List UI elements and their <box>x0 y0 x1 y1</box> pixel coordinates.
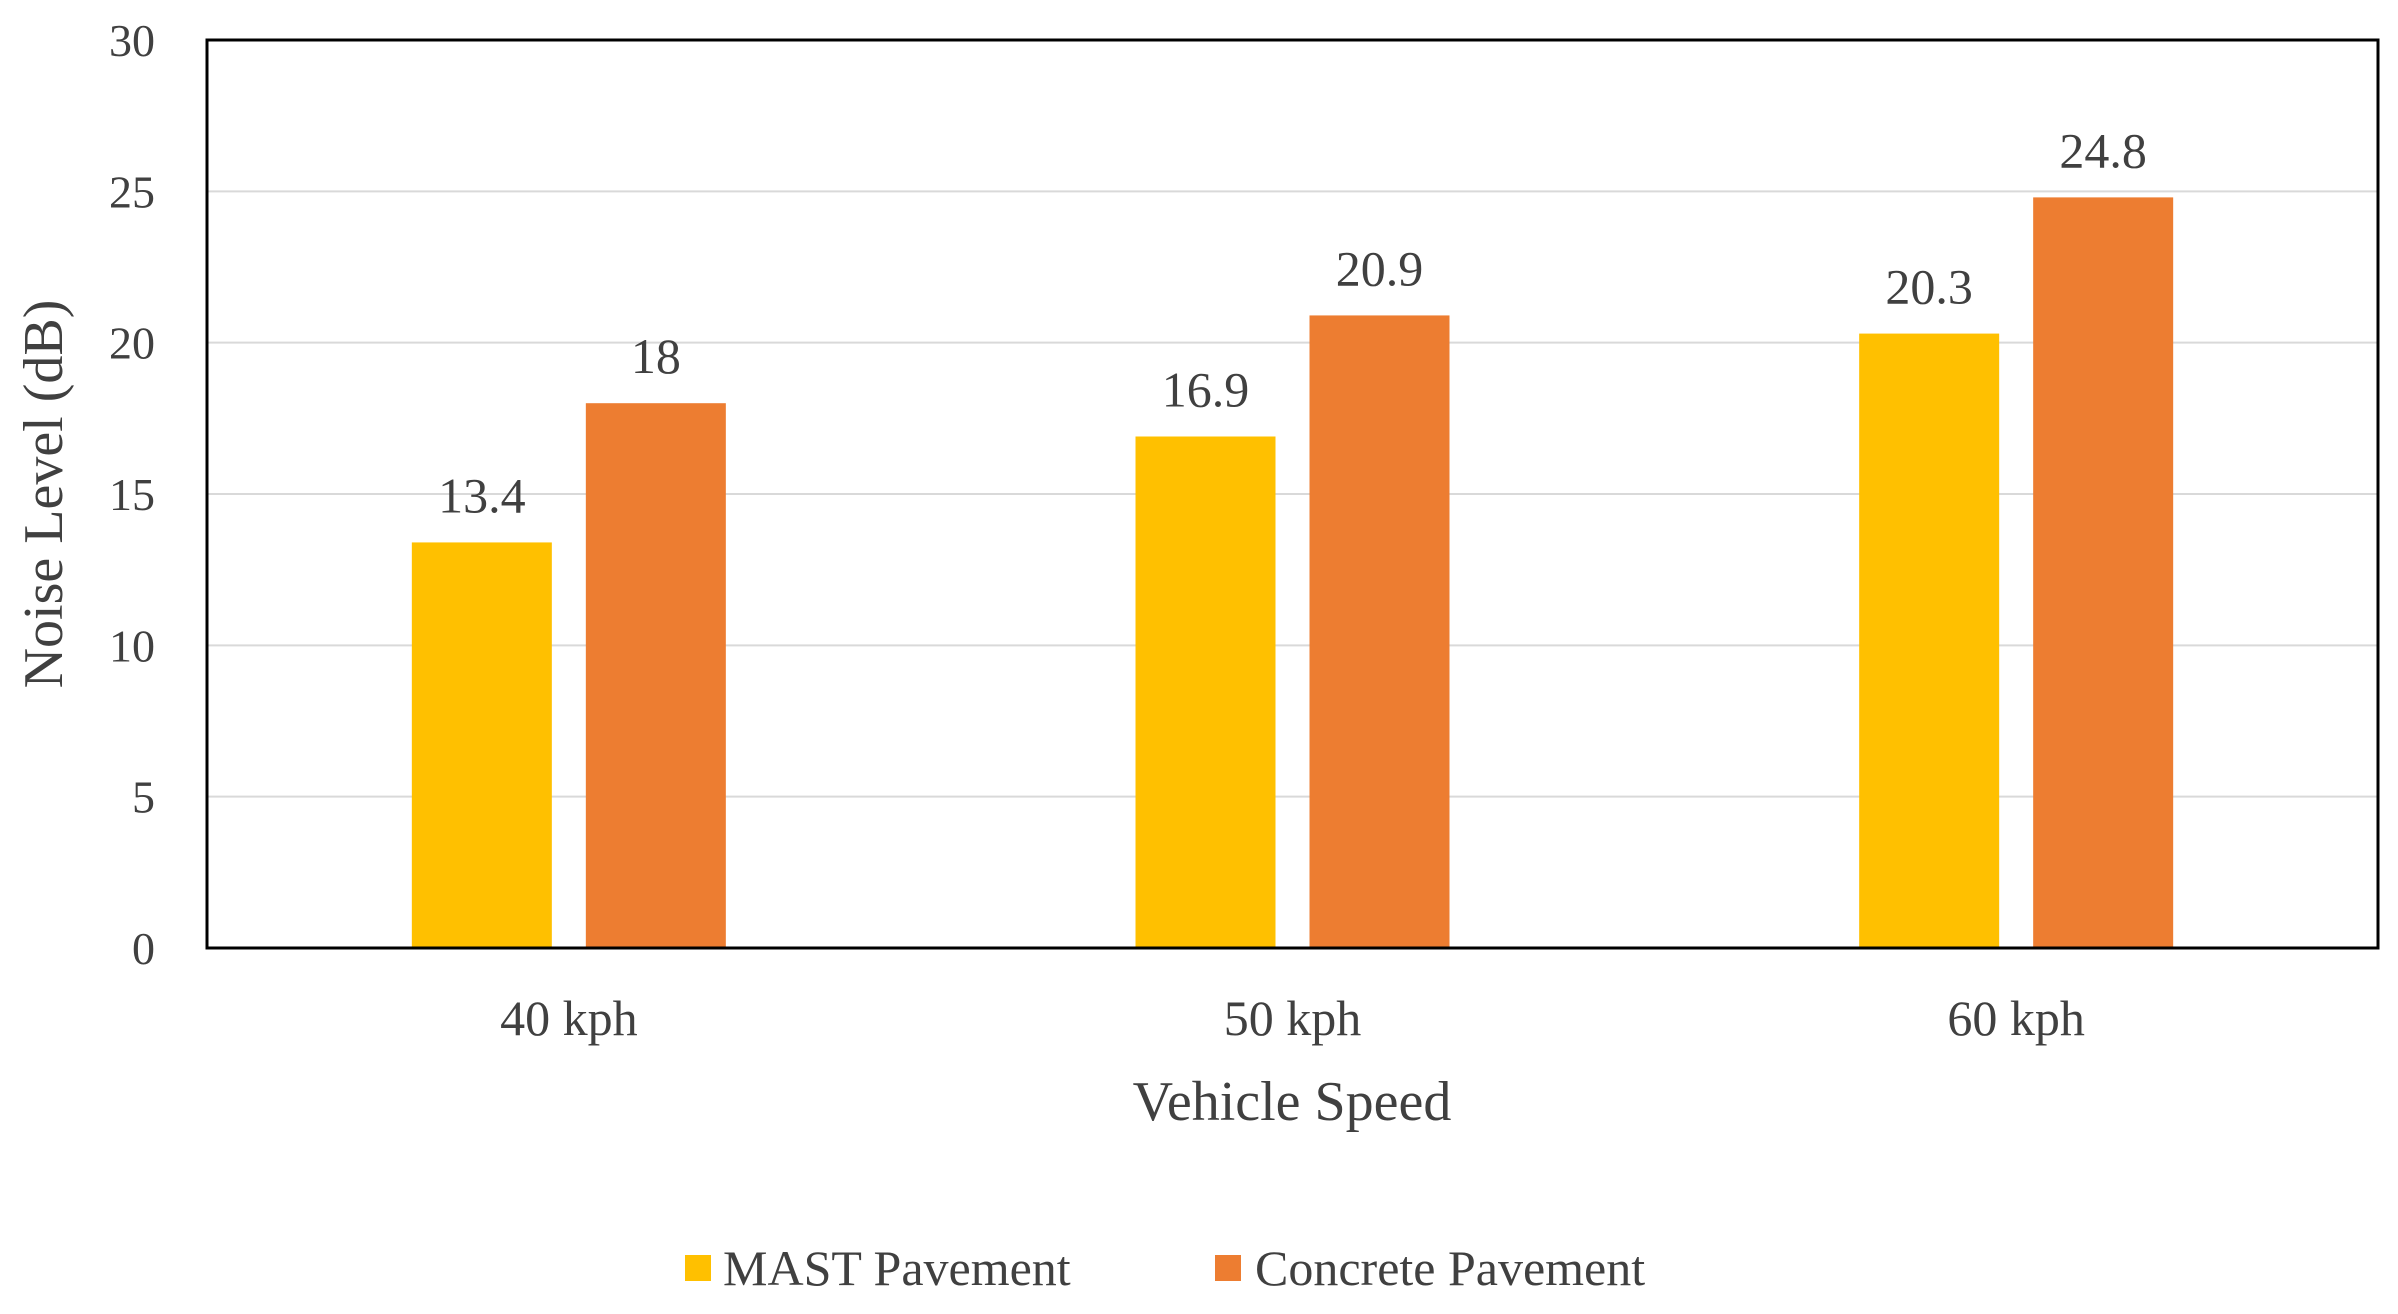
data-label: 18 <box>631 328 681 384</box>
legend: MAST Pavement Concrete Pavement <box>685 1240 1645 1296</box>
data-label: 24.8 <box>2059 122 2147 178</box>
data-label: 13.4 <box>438 467 526 523</box>
data-label: 20.3 <box>1885 259 1973 315</box>
legend-label-mast: MAST Pavement <box>723 1240 1071 1296</box>
bar-concrete-0 <box>585 403 726 948</box>
y-tick-label: 0 <box>132 923 155 974</box>
y-tick-label: 10 <box>109 620 155 671</box>
x-axis-title: Vehicle Speed <box>1133 1071 1452 1133</box>
y-tick-label: 25 <box>109 166 155 217</box>
y-axis-title: Noise Level (dB) <box>13 300 75 689</box>
y-tick-label: 20 <box>109 318 155 369</box>
y-tick-label: 15 <box>109 469 155 520</box>
y-tick-label: 30 <box>109 15 155 66</box>
bar-concrete-1 <box>1309 315 1450 949</box>
bar-mast-1 <box>1135 436 1276 948</box>
x-tick-label: 40 kph <box>500 990 638 1046</box>
bar-concrete-2 <box>2033 197 2174 949</box>
legend-label-concrete: Concrete Pavement <box>1255 1240 1645 1296</box>
bars <box>411 197 2174 949</box>
bar-mast-2 <box>1859 333 2000 948</box>
bar-mast-0 <box>411 542 552 948</box>
x-axis-ticks: 40 kph 50 kph 60 kph <box>500 990 2085 1046</box>
x-tick-label: 60 kph <box>1947 990 2085 1046</box>
plot-area-frame <box>205 38 2380 950</box>
data-label: 20.9 <box>1336 240 1424 296</box>
legend-swatch-mast <box>685 1255 711 1281</box>
legend-swatch-concrete <box>1215 1255 1241 1281</box>
x-tick-label: 50 kph <box>1224 990 1362 1046</box>
data-labels: 13.4 18 16.9 20.9 20.3 24.8 <box>438 122 2147 523</box>
y-axis-ticks: 0 5 10 15 20 25 30 <box>109 15 155 974</box>
data-label: 16.9 <box>1162 361 1250 417</box>
gridlines <box>207 190 2378 798</box>
y-tick-label: 5 <box>132 772 155 823</box>
